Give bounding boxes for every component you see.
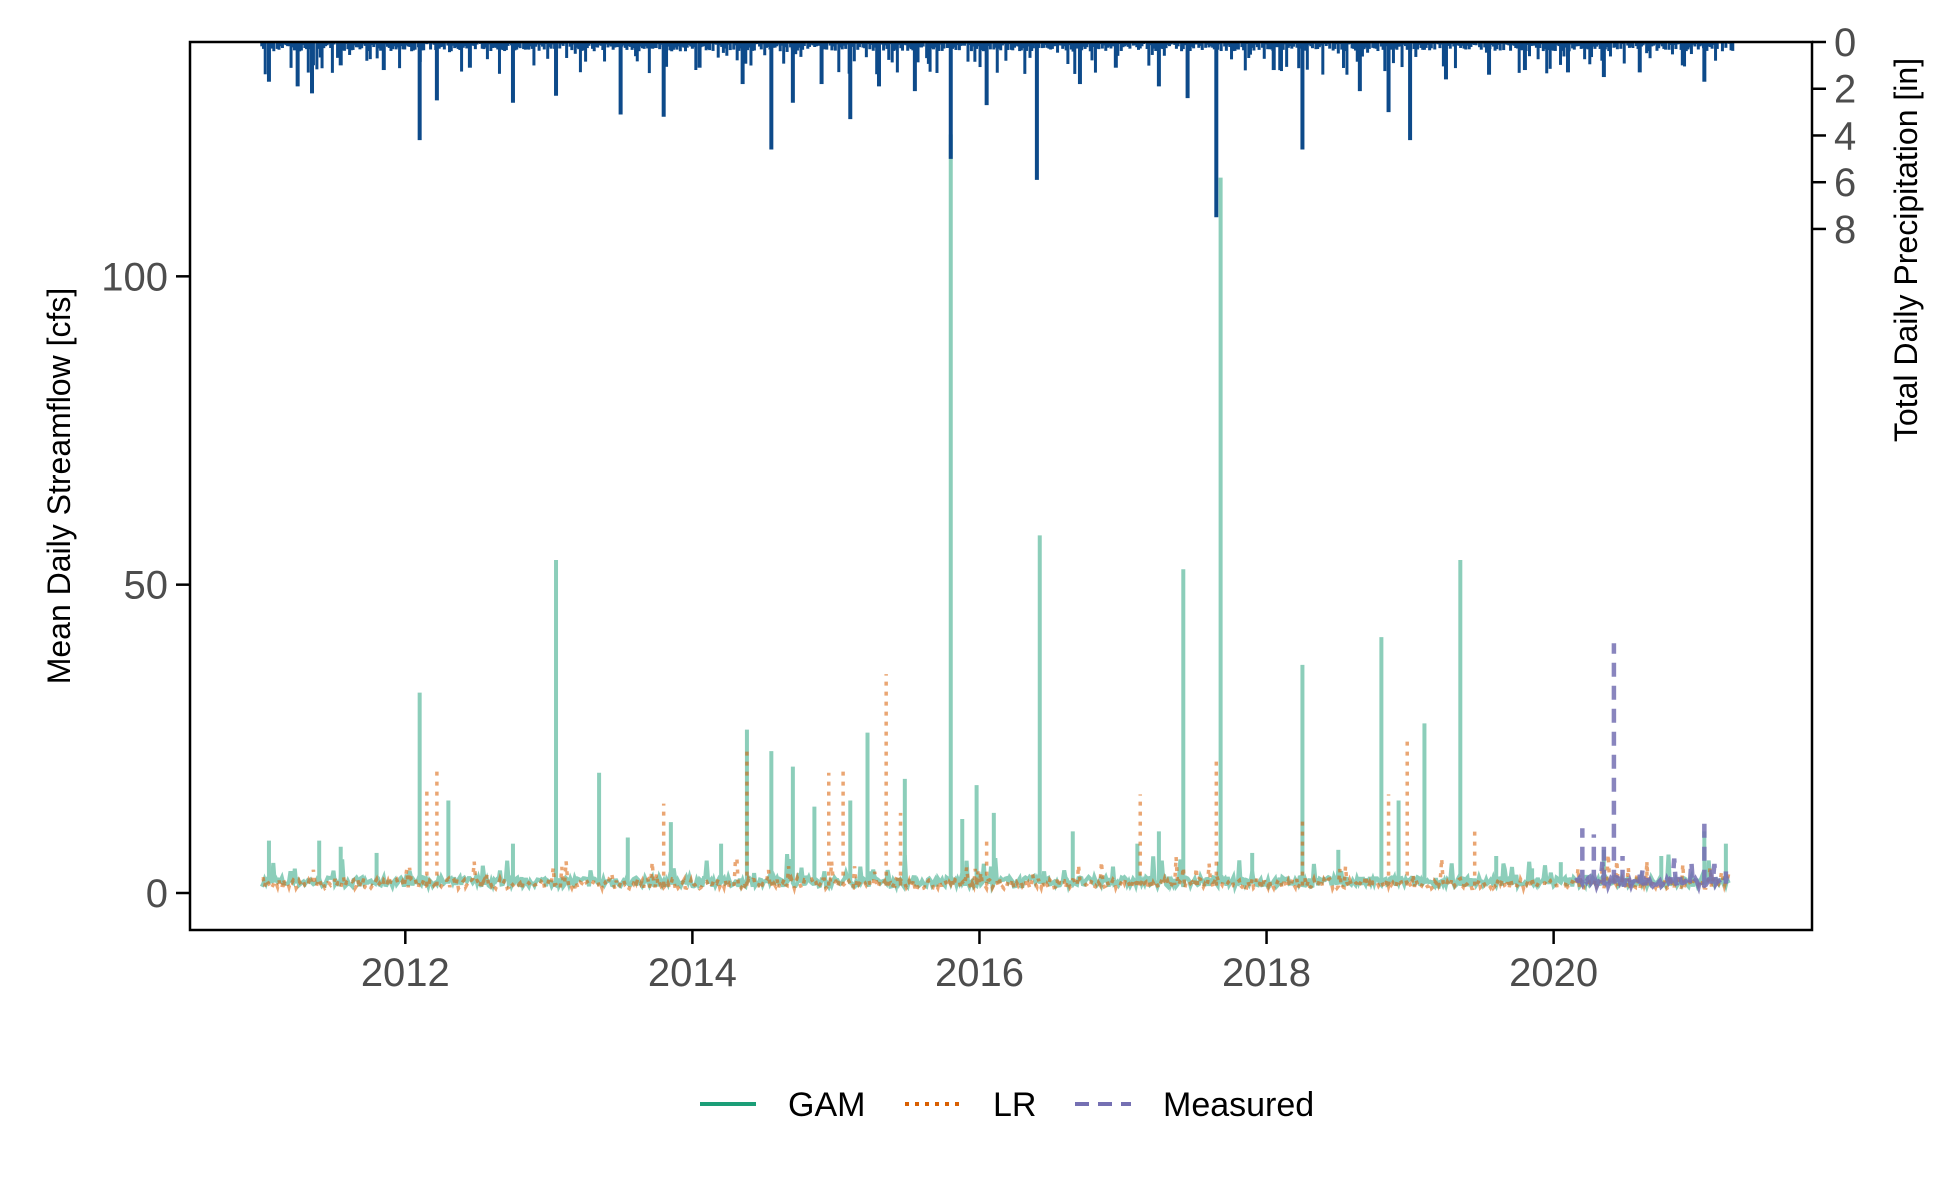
plot-frame (188, 40, 1814, 932)
y2-axis-title: Total Daily Precipitation [in] (1888, 58, 1924, 442)
chart-marks (260, 42, 1735, 896)
measured-baseline (1574, 858, 1729, 895)
legend-label-measured: Measured (1163, 1086, 1314, 1124)
chart-legend: GAM LR Measured (700, 1086, 1314, 1124)
legend-label-gam: GAM (788, 1086, 865, 1124)
y2-tick-label: 6 (1834, 161, 1856, 205)
lr-baseline (261, 854, 1731, 896)
y2-tick-label: 8 (1834, 208, 1856, 252)
measured-series (1574, 643, 1729, 895)
y-axis-title: Mean Daily Streamflow [cfs] (41, 288, 77, 685)
y2-tick-label: 0 (1834, 21, 1856, 65)
x-tick-label: 2016 (935, 951, 1024, 995)
y2-tick-label: 4 (1834, 114, 1856, 158)
y-tick-label: 0 (146, 872, 168, 916)
y2-tick-label: 2 (1834, 68, 1856, 112)
x-tick-label: 2014 (648, 951, 737, 995)
x-tick-label: 2012 (361, 951, 450, 995)
gam-series (260, 134, 1731, 895)
x-tick-label: 2020 (1509, 951, 1598, 995)
y-tick-label: 100 (101, 255, 168, 299)
y-tick-label: 50 (124, 564, 169, 608)
legend-label-lr: LR (993, 1086, 1036, 1124)
x-tick-label: 2018 (1222, 951, 1311, 995)
precipitation-bars (260, 42, 1735, 218)
lr-series (261, 674, 1731, 896)
